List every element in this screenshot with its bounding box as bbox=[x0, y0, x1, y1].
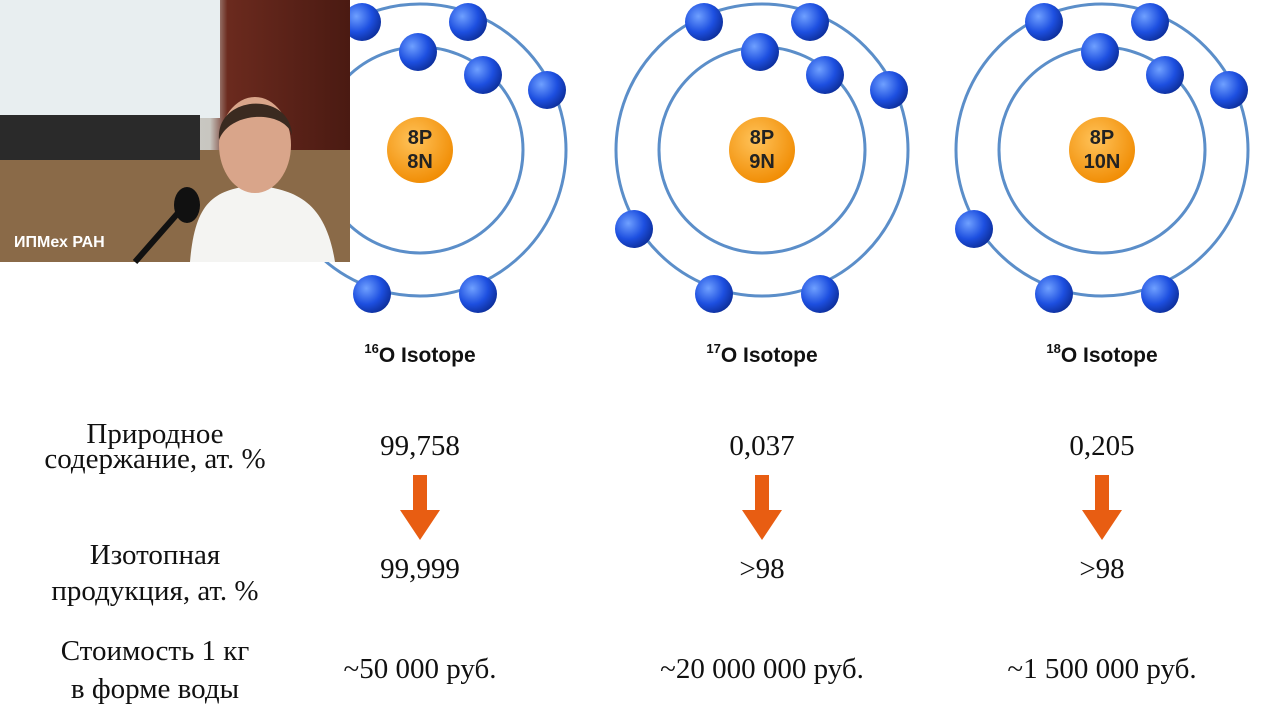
cell-value: ~1 500 000 руб. bbox=[1007, 653, 1196, 685]
electron bbox=[1131, 3, 1169, 41]
protons: 8P bbox=[408, 127, 432, 149]
webcam-caption: ИПМех РАН bbox=[14, 234, 105, 251]
row-label: Стоимость 1 кг bbox=[61, 635, 250, 667]
neutrons: 10N bbox=[1084, 151, 1121, 173]
cell-value: 99,999 bbox=[380, 553, 460, 585]
nucleus bbox=[1069, 117, 1135, 183]
person-body bbox=[190, 185, 335, 262]
desk bbox=[0, 115, 200, 160]
electron bbox=[1146, 56, 1184, 94]
electron bbox=[806, 56, 844, 94]
electron bbox=[870, 71, 908, 109]
electron bbox=[741, 33, 779, 71]
row-label: Изотопная bbox=[90, 539, 220, 571]
cell-value: ~50 000 руб. bbox=[344, 653, 497, 685]
cell-value: >98 bbox=[1079, 553, 1124, 585]
arrow bbox=[400, 475, 440, 540]
orbit-outer bbox=[954, 2, 1250, 298]
electron bbox=[528, 71, 566, 109]
electron bbox=[343, 3, 381, 41]
electron bbox=[1081, 33, 1119, 71]
orbit-outer bbox=[614, 2, 910, 298]
webcam: ИПМех РАН bbox=[0, 0, 350, 264]
nucleus bbox=[387, 117, 453, 183]
isotope-name: O Isotope bbox=[721, 344, 818, 367]
isotope-label: 17O Isotope bbox=[706, 341, 817, 367]
electron bbox=[685, 3, 723, 41]
isotope-name: O Isotope bbox=[379, 344, 476, 367]
electron bbox=[449, 3, 487, 41]
cell-value: 0,205 bbox=[1069, 430, 1134, 462]
row-label: Природное bbox=[86, 418, 223, 450]
neutrons: 9N bbox=[749, 151, 775, 173]
electron bbox=[801, 275, 839, 313]
electron bbox=[1035, 275, 1073, 313]
row-label: продукция, ат. % bbox=[51, 575, 258, 607]
person-hair bbox=[218, 103, 292, 140]
electron bbox=[399, 33, 437, 71]
mic-head bbox=[174, 187, 200, 223]
cell-value: >98 bbox=[739, 553, 784, 585]
electron bbox=[695, 275, 733, 313]
cell-value: 0,037 bbox=[729, 430, 794, 462]
nucleus bbox=[729, 117, 795, 183]
mass-number: 18 bbox=[1046, 341, 1060, 356]
protons: 8P bbox=[750, 127, 774, 149]
screen bbox=[0, 0, 220, 118]
cell-value: 99,758 bbox=[380, 430, 460, 462]
row-label: содержание, ат. % bbox=[44, 443, 265, 475]
electron bbox=[1141, 275, 1179, 313]
electron bbox=[791, 3, 829, 41]
electron bbox=[955, 210, 993, 248]
electron bbox=[353, 275, 391, 313]
arrow bbox=[1082, 475, 1122, 540]
isotope-label: 18O Isotope bbox=[1046, 341, 1157, 367]
electron bbox=[459, 275, 497, 313]
neutrons: 8N bbox=[407, 151, 433, 173]
mass-number: 16 bbox=[364, 341, 378, 356]
arrow bbox=[742, 475, 782, 540]
protons: 8P bbox=[1090, 127, 1114, 149]
mass-number: 17 bbox=[706, 341, 720, 356]
isotope-name: O Isotope bbox=[1061, 344, 1158, 367]
electron bbox=[615, 210, 653, 248]
electron bbox=[464, 56, 502, 94]
row-label: в форме воды bbox=[71, 673, 239, 705]
cell-value: ~20 000 000 руб. bbox=[660, 653, 864, 685]
electron bbox=[1210, 71, 1248, 109]
electron bbox=[1025, 3, 1063, 41]
isotope-label: 16O Isotope bbox=[364, 341, 475, 367]
